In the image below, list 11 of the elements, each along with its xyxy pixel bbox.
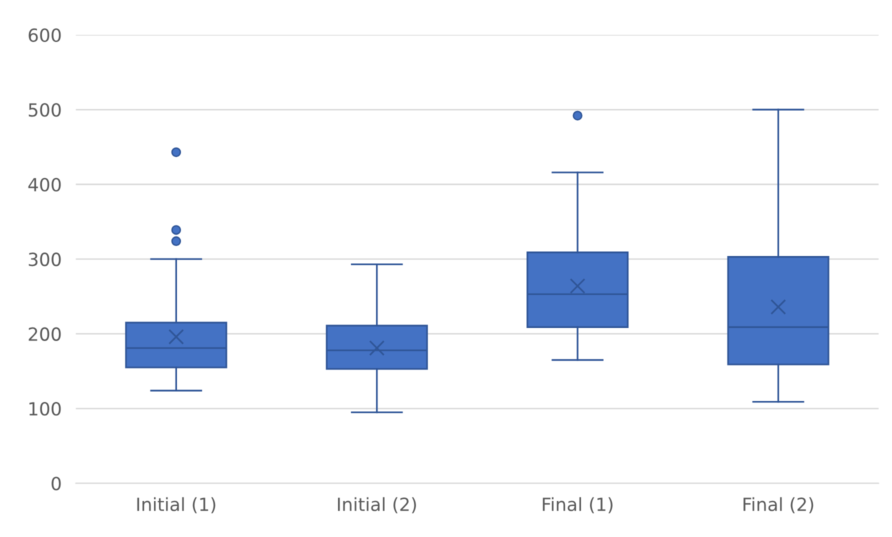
y-tick-label: 0 xyxy=(52,476,61,490)
y-tick-label: 600 xyxy=(28,28,61,42)
x-tick-label: Final (1) xyxy=(542,497,612,514)
y-tick-label: 300 xyxy=(28,252,61,266)
x-tick-label: Initial (2) xyxy=(338,497,416,514)
x-tick-label: Initial (1) xyxy=(137,497,216,514)
y-tick-label: 500 xyxy=(28,103,61,117)
y-tick-label: 200 xyxy=(28,327,61,341)
y-tick-label: 100 xyxy=(29,402,61,416)
x-tick-label: Final (2) xyxy=(744,497,814,514)
y-tick-label: 400 xyxy=(28,178,61,192)
